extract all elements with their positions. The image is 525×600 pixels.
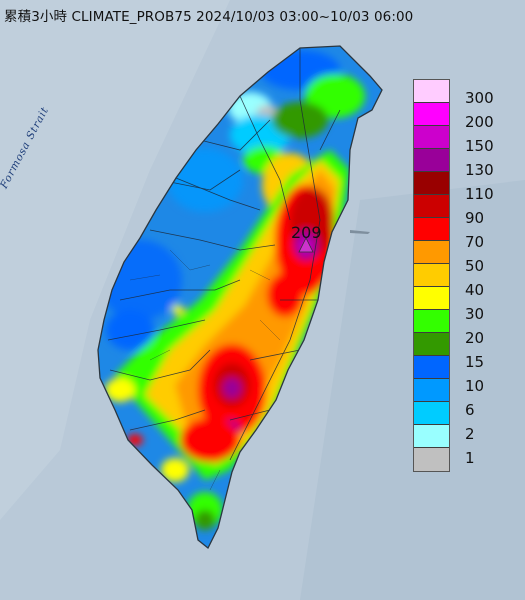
legend-swatch [414,379,449,402]
legend-label: 20 [465,329,485,347]
legend-swatch [414,195,449,218]
color-legend [413,79,450,472]
legend-label: 10 [465,377,485,395]
legend-swatch [414,218,449,241]
map-title: 累積3小時 CLIMATE_PROB75 2024/10/03 03:00~10… [4,9,414,25]
legend-swatch [414,126,449,149]
legend-label: 6 [465,401,475,419]
legend-swatch [414,264,449,287]
legend-label: 2 [465,425,475,443]
legend-label: 40 [465,281,485,299]
legend-swatch [414,425,449,448]
legend-label: 150 [465,137,494,155]
legend-label: 70 [465,233,485,251]
legend-label: 200 [465,113,494,131]
legend-label: 30 [465,305,485,323]
legend-swatch [414,310,449,333]
legend-swatch [414,287,449,310]
legend-swatch [414,333,449,356]
legend-swatch [414,172,449,195]
legend-label: 1 [465,449,475,467]
legend-label: 15 [465,353,485,371]
deep-sea-area [300,180,525,600]
legend-swatch [414,356,449,379]
island [350,230,370,234]
legend-label: 300 [465,89,494,107]
legend-swatch [414,241,449,264]
legend-swatch [414,402,449,425]
peak-value-label: 209 [291,223,322,242]
legend-swatch [414,149,449,172]
legend-label: 110 [465,185,494,203]
legend-label: 90 [465,209,485,227]
peak-marker-triangle [298,237,314,253]
legend-swatch [414,448,449,471]
legend-swatch [414,80,449,103]
legend-label: 50 [465,257,485,275]
shallow-sea-area [0,0,230,520]
legend-label: 130 [465,161,494,179]
legend-swatch [414,103,449,126]
